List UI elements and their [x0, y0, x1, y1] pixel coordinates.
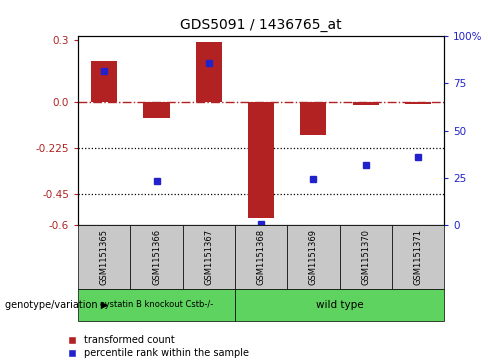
Text: cystatin B knockout Cstb-/-: cystatin B knockout Cstb-/- — [100, 301, 213, 309]
Text: GSM1151365: GSM1151365 — [100, 229, 109, 285]
Bar — [300, 102, 326, 135]
Bar — [143, 102, 170, 118]
Bar — [405, 102, 431, 104]
Bar — [91, 61, 117, 102]
Legend: transformed count, percentile rank within the sample: transformed count, percentile rank withi… — [68, 335, 249, 358]
Bar — [196, 42, 222, 102]
Text: GSM1151366: GSM1151366 — [152, 229, 161, 285]
Text: GSM1151368: GSM1151368 — [257, 229, 265, 285]
Text: genotype/variation ▶: genotype/variation ▶ — [5, 300, 108, 310]
Bar — [353, 102, 379, 105]
Text: wild type: wild type — [316, 300, 364, 310]
Text: GSM1151370: GSM1151370 — [361, 229, 370, 285]
Text: GSM1151369: GSM1151369 — [309, 229, 318, 285]
Text: GSM1151371: GSM1151371 — [413, 229, 423, 285]
Title: GDS5091 / 1436765_at: GDS5091 / 1436765_at — [180, 19, 342, 33]
Bar — [248, 102, 274, 218]
Text: GSM1151367: GSM1151367 — [204, 229, 213, 285]
